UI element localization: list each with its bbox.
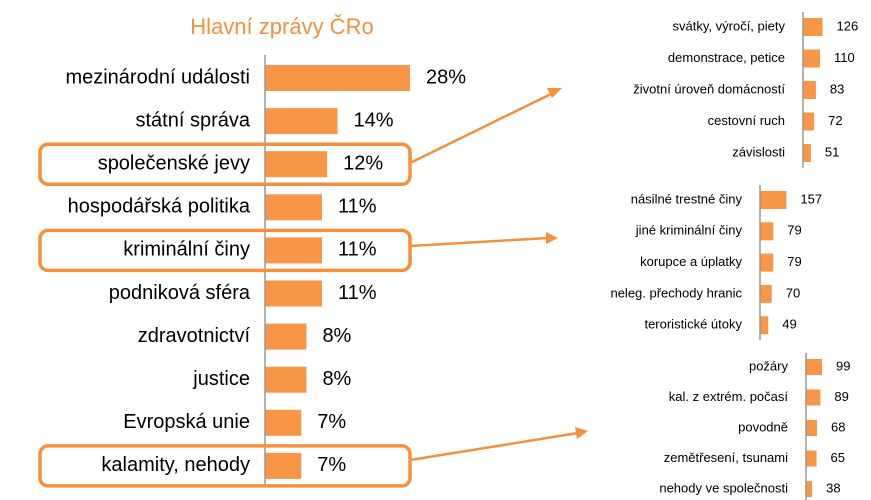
value-label: 157 xyxy=(800,191,822,206)
bar xyxy=(265,237,322,264)
value-label: 72 xyxy=(828,113,842,128)
category-label: jiné kriminální činy xyxy=(635,223,743,238)
category-label: zemětřesení, tsunami xyxy=(664,450,788,465)
value-label: 8% xyxy=(322,368,351,390)
bar xyxy=(760,253,774,272)
category-label: cestovní ruch xyxy=(708,113,785,128)
value-label: 11% xyxy=(338,239,377,261)
value-label: 12% xyxy=(343,152,383,174)
category-label: kal. z extrém. počasí xyxy=(669,389,789,404)
value-label: 51 xyxy=(825,144,839,159)
arrow xyxy=(409,91,554,165)
category-label: násilné trestné činy xyxy=(631,191,743,206)
value-label: 79 xyxy=(787,223,801,238)
bar xyxy=(803,144,811,162)
chart-title: Hlavní zprávy ČRo xyxy=(190,14,373,39)
value-label: 65 xyxy=(831,450,845,465)
value-label: 79 xyxy=(787,254,801,269)
arrow-heads xyxy=(546,88,588,439)
bar xyxy=(803,112,815,131)
value-label: 14% xyxy=(354,109,394,131)
value-label: 89 xyxy=(834,389,848,404)
highlight-box xyxy=(38,228,412,273)
bar xyxy=(806,450,817,467)
arrow-head xyxy=(575,427,588,439)
connector-arrows xyxy=(409,91,579,462)
category-label: neleg. přechody hranic xyxy=(610,285,742,300)
value-label: 49 xyxy=(782,317,796,332)
category-label: zdravotnictví xyxy=(138,325,251,347)
arrow xyxy=(409,236,549,248)
category-label: kalamity, nehody xyxy=(101,454,250,476)
bar xyxy=(265,366,307,393)
bar xyxy=(265,452,302,479)
value-label: 28% xyxy=(426,66,466,88)
category-label: korupce a úplatky xyxy=(640,254,742,269)
category-label: hospodářská politika xyxy=(68,196,251,218)
category-label: kriminální činy xyxy=(123,239,250,261)
highlight-box xyxy=(38,142,412,186)
bar xyxy=(806,481,813,497)
bar xyxy=(803,18,823,36)
value-label: 110 xyxy=(834,50,855,65)
category-label: podniková sféra xyxy=(109,282,251,304)
bar xyxy=(803,81,816,99)
category-label: státní správa xyxy=(135,109,250,131)
value-label: 7% xyxy=(317,411,346,433)
bar xyxy=(265,151,328,178)
value-label: 7% xyxy=(317,454,346,476)
bar xyxy=(806,420,818,436)
arrow-head xyxy=(546,232,558,244)
bar xyxy=(265,108,338,135)
category-label: teroristické útoky xyxy=(644,317,742,332)
value-label: 99 xyxy=(836,358,850,373)
value-label: 70 xyxy=(786,285,800,300)
bar xyxy=(806,359,823,375)
bar xyxy=(803,49,821,68)
bar xyxy=(265,280,322,307)
category-label: povodně xyxy=(738,419,788,434)
value-label: 68 xyxy=(831,419,845,434)
category-label: životní úroveň domácností xyxy=(633,81,785,96)
bar xyxy=(760,284,772,303)
arrow-head xyxy=(547,88,562,98)
value-label: 11% xyxy=(338,196,377,218)
bar xyxy=(806,389,821,406)
category-label: požáry xyxy=(749,358,789,373)
arrow xyxy=(409,431,579,462)
value-label: 83 xyxy=(830,81,844,96)
category-label: demonstrace, petice xyxy=(668,50,785,65)
category-label: svátky, výročí, piety xyxy=(673,18,786,33)
category-label: společenské jevy xyxy=(98,152,250,174)
value-label: 11% xyxy=(338,282,377,304)
category-label: závislosti xyxy=(732,144,785,159)
bar xyxy=(265,323,307,350)
value-label: 8% xyxy=(322,325,351,347)
category-label: justice xyxy=(192,368,250,390)
bar xyxy=(760,191,787,209)
bar xyxy=(265,194,322,221)
category-label: Evropská unie xyxy=(123,411,250,433)
bar xyxy=(760,316,769,335)
highlight-box xyxy=(38,444,412,488)
category-label: mezinárodní události xyxy=(65,66,250,88)
bar xyxy=(265,65,411,91)
value-label: 126 xyxy=(837,18,859,33)
category-label: nehody ve společnosti xyxy=(659,480,788,495)
bar xyxy=(265,409,302,436)
bar xyxy=(760,222,774,241)
value-label: 38 xyxy=(826,480,840,495)
